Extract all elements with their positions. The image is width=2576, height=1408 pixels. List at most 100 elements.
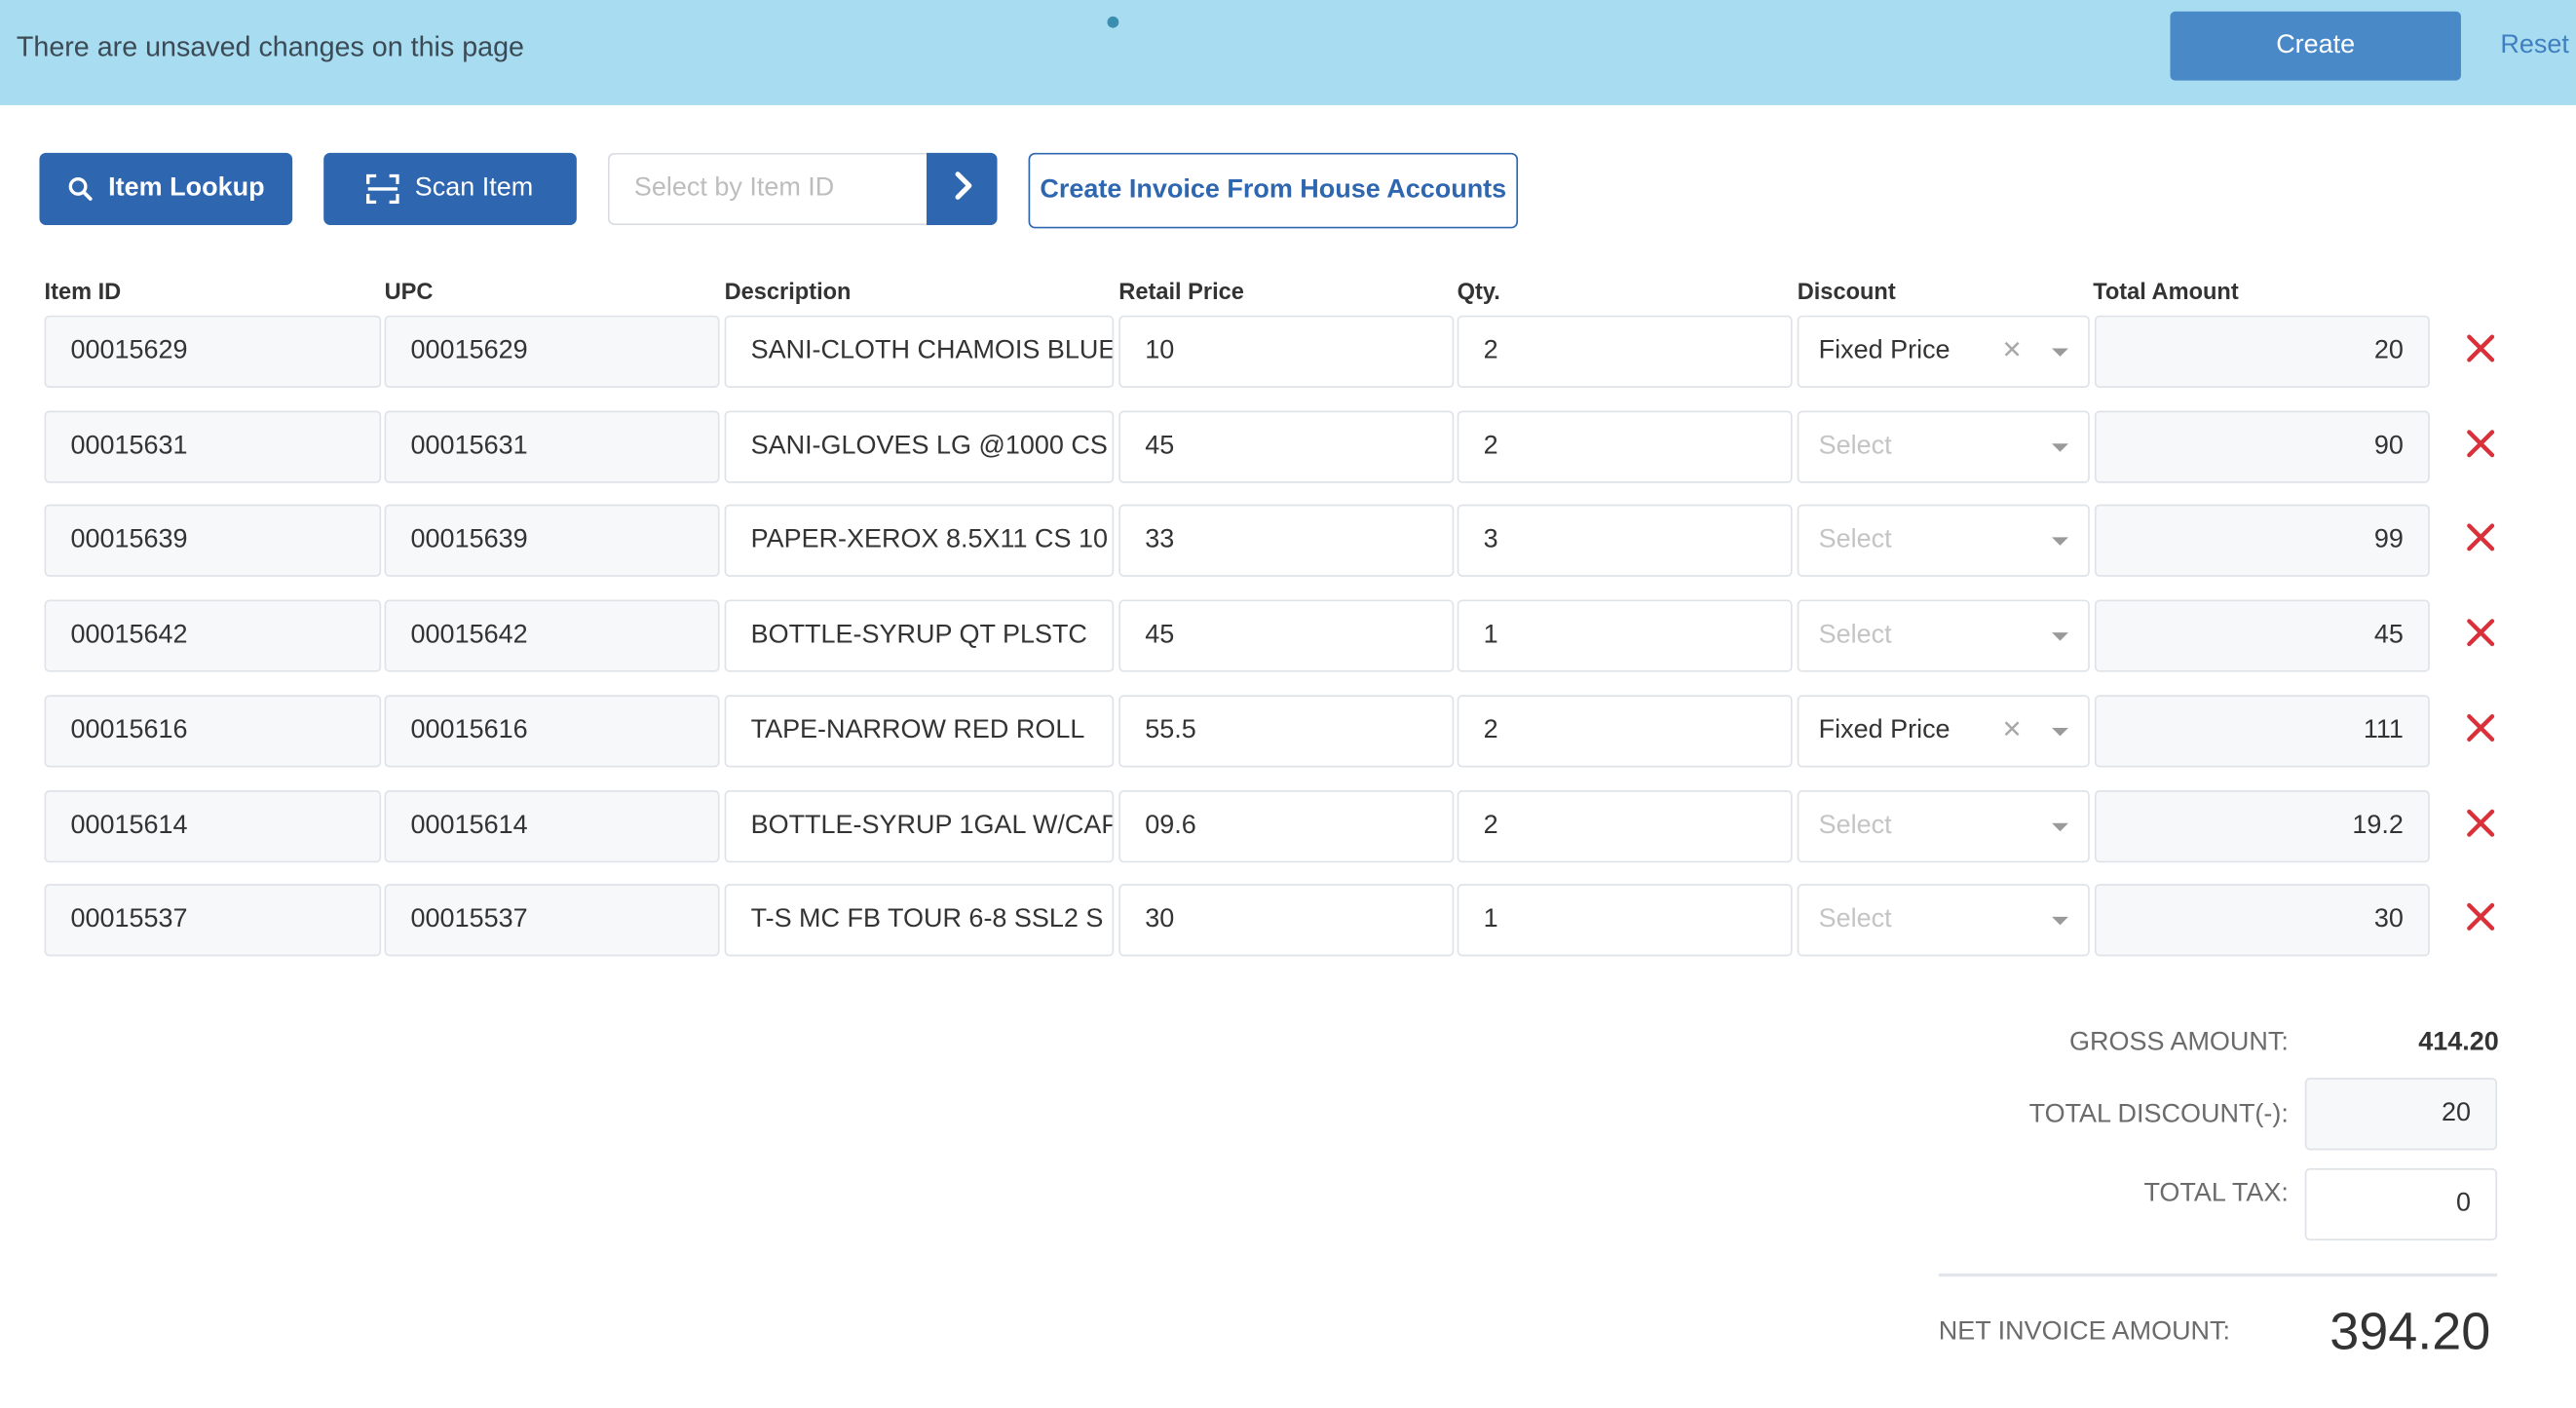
- create-button[interactable]: Create: [2170, 11, 2461, 81]
- discount-select[interactable]: Select: [1797, 410, 2090, 483]
- discount-placeholder: Select: [1818, 811, 1892, 840]
- item-lookup-label: Item Lookup: [108, 173, 265, 203]
- retail-price-field[interactable]: 33: [1118, 504, 1455, 577]
- retail-price-field[interactable]: 30: [1118, 884, 1455, 957]
- scan-item-button[interactable]: Scan Item: [323, 152, 577, 226]
- column-header-retail-price: Retail Price: [1118, 277, 1244, 304]
- column-header-description: Description: [724, 277, 852, 304]
- retail-price-field[interactable]: 45: [1118, 410, 1455, 483]
- qty-field[interactable]: 2: [1457, 790, 1793, 863]
- total-discount-label: TOTAL DISCOUNT(-):: [2028, 1100, 2289, 1129]
- discount-select[interactable]: Fixed Price ✕: [1797, 695, 2090, 768]
- discount-placeholder: Select: [1818, 621, 1892, 650]
- description-field[interactable]: TAPE-NARROW RED ROLL: [724, 695, 1115, 768]
- reset-link[interactable]: Reset: [2500, 31, 2569, 59]
- chevron-right-icon: [952, 171, 971, 209]
- caret-down-icon: [2052, 632, 2068, 641]
- caret-down-icon: [2052, 822, 2068, 832]
- item-lookup-button[interactable]: Item Lookup: [39, 152, 293, 226]
- close-icon: [2464, 427, 2497, 468]
- retail-price-field[interactable]: 45: [1118, 599, 1455, 672]
- upc-cell: 00015616: [384, 695, 720, 768]
- unsaved-changes-banner: There are unsaved changes on this page C…: [0, 0, 2576, 105]
- total-amount-cell: 30: [2094, 884, 2430, 957]
- close-icon: [2464, 710, 2497, 751]
- delete-row-button[interactable]: [2461, 427, 2500, 466]
- description-field[interactable]: SANI-GLOVES LG @1000 CS: [724, 410, 1115, 483]
- delete-row-button[interactable]: [2461, 900, 2500, 939]
- total-tax-label: TOTAL TAX:: [2143, 1179, 2289, 1208]
- unsaved-changes-message: There are unsaved changes on this page: [16, 31, 524, 63]
- close-icon: [2464, 615, 2497, 656]
- gross-amount-value: 414.20: [2418, 1028, 2499, 1057]
- qty-field[interactable]: 1: [1457, 599, 1793, 672]
- total-discount-field: 20: [2304, 1078, 2498, 1151]
- item-id-cell: 00015616: [44, 695, 382, 768]
- retail-price-field[interactable]: 55.5: [1118, 695, 1455, 768]
- scan-icon: [366, 173, 400, 205]
- delete-row-button[interactable]: [2461, 807, 2500, 846]
- total-amount-cell: 19.2: [2094, 790, 2430, 863]
- upc-cell: 00015629: [384, 315, 720, 388]
- close-icon: [2464, 331, 2497, 372]
- item-id-cell: 00015642: [44, 599, 382, 672]
- caret-down-icon: [2052, 443, 2068, 452]
- search-icon: [67, 175, 94, 202]
- close-icon: [2464, 899, 2497, 940]
- discount-placeholder: Select: [1818, 525, 1892, 554]
- description-field[interactable]: SANI-CLOTH CHAMOIS BLUE: [724, 315, 1115, 388]
- column-header-item-id: Item ID: [44, 277, 122, 304]
- clear-icon[interactable]: ✕: [2001, 336, 2023, 365]
- close-icon: [2464, 806, 2497, 847]
- item-id-cell: 00015537: [44, 884, 382, 957]
- go-button[interactable]: [927, 152, 998, 226]
- delete-row-button[interactable]: [2461, 616, 2500, 655]
- total-amount-cell: 20: [2094, 315, 2430, 388]
- net-invoice-amount-value: 394.20: [2330, 1301, 2491, 1361]
- description-field[interactable]: T-S MC FB TOUR 6-8 SSL2 S: [724, 884, 1115, 957]
- net-invoice-amount-label: NET INVOICE AMOUNT:: [1938, 1317, 2231, 1346]
- retail-price-field[interactable]: 09.6: [1118, 790, 1455, 863]
- qty-field[interactable]: 1: [1457, 884, 1793, 957]
- retail-price-field[interactable]: 10: [1118, 315, 1455, 388]
- description-field[interactable]: PAPER-XEROX 8.5X11 CS 10: [724, 504, 1115, 577]
- discount-placeholder: Select: [1818, 905, 1892, 933]
- column-header-discount: Discount: [1797, 277, 1896, 304]
- total-amount-cell: 111: [2094, 695, 2430, 768]
- discount-select[interactable]: Select: [1797, 884, 2090, 957]
- qty-field[interactable]: 3: [1457, 504, 1793, 577]
- qty-field[interactable]: 2: [1457, 695, 1793, 768]
- caret-down-icon: [2052, 537, 2068, 546]
- delete-row-button[interactable]: [2461, 711, 2500, 750]
- discount-select[interactable]: Select: [1797, 790, 2090, 863]
- total-amount-cell: 45: [2094, 599, 2430, 672]
- item-id-cell: 00015614: [44, 790, 382, 863]
- clear-icon[interactable]: ✕: [2001, 716, 2023, 744]
- delete-row-button[interactable]: [2461, 332, 2500, 371]
- item-id-input[interactable]: Select by Item ID: [607, 152, 928, 226]
- discount-select[interactable]: Select: [1797, 504, 2090, 577]
- caret-down-icon: [2052, 727, 2068, 737]
- discount-value: Fixed Price: [1818, 336, 1951, 365]
- loading-dot: [1107, 16, 1119, 28]
- scan-item-label: Scan Item: [414, 173, 534, 203]
- caret-down-icon: [2052, 916, 2068, 926]
- qty-field[interactable]: 2: [1457, 315, 1793, 388]
- discount-select[interactable]: Select: [1797, 599, 2090, 672]
- discount-value: Fixed Price: [1818, 716, 1951, 744]
- discount-select[interactable]: Fixed Price ✕: [1797, 315, 2090, 388]
- item-id-cell: 00015631: [44, 410, 382, 483]
- create-invoice-from-house-accounts-button[interactable]: Create Invoice From House Accounts: [1028, 152, 1519, 229]
- discount-placeholder: Select: [1818, 432, 1892, 461]
- total-amount-cell: 99: [2094, 504, 2430, 577]
- upc-cell: 00015642: [384, 599, 720, 672]
- delete-row-button[interactable]: [2461, 521, 2500, 560]
- description-field[interactable]: BOTTLE-SYRUP 1GAL W/CAP: [724, 790, 1115, 863]
- item-id-cell: 00015629: [44, 315, 382, 388]
- item-id-cell: 00015639: [44, 504, 382, 577]
- qty-field[interactable]: 2: [1457, 410, 1793, 483]
- column-header-total-amount: Total Amount: [2093, 277, 2239, 304]
- total-tax-field[interactable]: 0: [2304, 1167, 2498, 1241]
- description-field[interactable]: BOTTLE-SYRUP QT PLSTC: [724, 599, 1115, 672]
- total-amount-cell: 90: [2094, 410, 2430, 483]
